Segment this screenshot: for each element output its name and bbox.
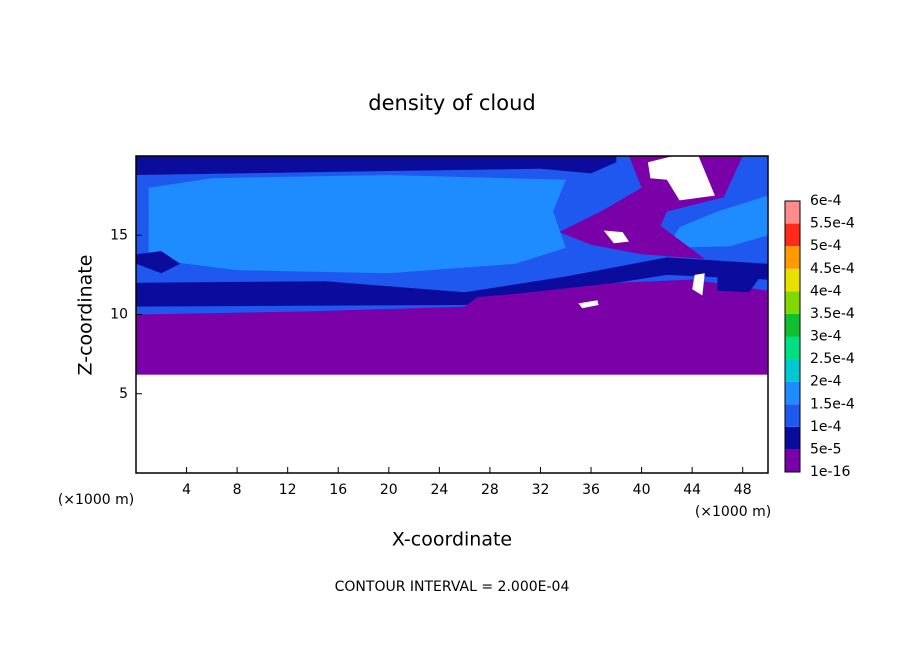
colorbar-band — [785, 268, 800, 292]
x-tick-label: 8 — [233, 482, 242, 498]
contour-region — [136, 156, 617, 175]
x-unit: (×1000 m) — [695, 504, 771, 520]
x-tick-label: 12 — [279, 482, 297, 498]
contour-region — [136, 251, 181, 274]
colorbar-label: 1.5e-4 — [810, 396, 855, 412]
blank-patch — [647, 156, 715, 201]
colorbar-label: 6e-4 — [810, 193, 842, 209]
blank-patch — [578, 300, 599, 309]
colorbar-band — [785, 404, 800, 427]
x-tick-label: 28 — [481, 482, 499, 498]
x-tick-label: 20 — [380, 482, 398, 498]
colorbar-band — [785, 313, 800, 337]
x-tick-label: 44 — [683, 482, 701, 498]
colorbar-band — [785, 381, 800, 405]
colorbar-label: 5.5e-4 — [810, 216, 855, 232]
colorbar-band — [785, 449, 800, 472]
x-axis-label: X-coordinate — [392, 529, 512, 551]
x-tick-label: 36 — [582, 482, 600, 498]
blank-patch — [136, 374, 768, 473]
footer: CONTOUR INTERVAL = 2.000E-04 — [335, 579, 570, 595]
colorbar-label: 1e-4 — [810, 419, 842, 435]
colorbar-label: 4e-4 — [810, 283, 842, 299]
x-tick-label: 16 — [329, 482, 347, 498]
colorbar-label: 3e-4 — [810, 329, 842, 345]
y-unit: (×1000 m) — [58, 492, 134, 508]
colorbar-band — [785, 291, 800, 314]
blank-patch — [603, 230, 629, 244]
colorbar-band — [785, 426, 800, 450]
contour-region — [717, 266, 762, 293]
colorbar-label: 1e-16 — [810, 464, 850, 480]
colorbar-label: 5e-4 — [810, 238, 842, 254]
y-axis-label: Z-coordinate — [75, 255, 97, 376]
colorbar-band — [785, 336, 800, 360]
y-tick-label: 5 — [119, 386, 128, 402]
colorbar-label: 2.5e-4 — [810, 351, 855, 367]
colorbar-band — [785, 223, 800, 247]
contour-region — [136, 257, 768, 307]
chart-title: density of cloud — [368, 91, 535, 115]
colorbar-label: 4.5e-4 — [810, 261, 855, 277]
x-tick-label: 40 — [633, 482, 651, 498]
contour-region — [148, 175, 566, 274]
blank-patch — [692, 273, 705, 296]
y-tick-label: 15 — [110, 227, 128, 243]
x-tick-label: 4 — [182, 482, 191, 498]
colorbar-label: 2e-4 — [810, 374, 842, 390]
colorbar-label: 3.5e-4 — [810, 306, 855, 322]
colorbar-label: 5e-5 — [810, 441, 841, 457]
y-tick-label: 10 — [110, 307, 128, 323]
contour-region — [136, 279, 768, 375]
x-tick-label: 48 — [734, 482, 752, 498]
colorbar-band — [785, 201, 800, 224]
contour-region — [666, 195, 768, 248]
colorbar-band — [785, 246, 800, 269]
x-tick-label: 32 — [532, 482, 550, 498]
colorbar-frame — [784, 200, 801, 473]
colorbar-band — [785, 359, 800, 382]
x-tick-label: 24 — [430, 482, 448, 498]
